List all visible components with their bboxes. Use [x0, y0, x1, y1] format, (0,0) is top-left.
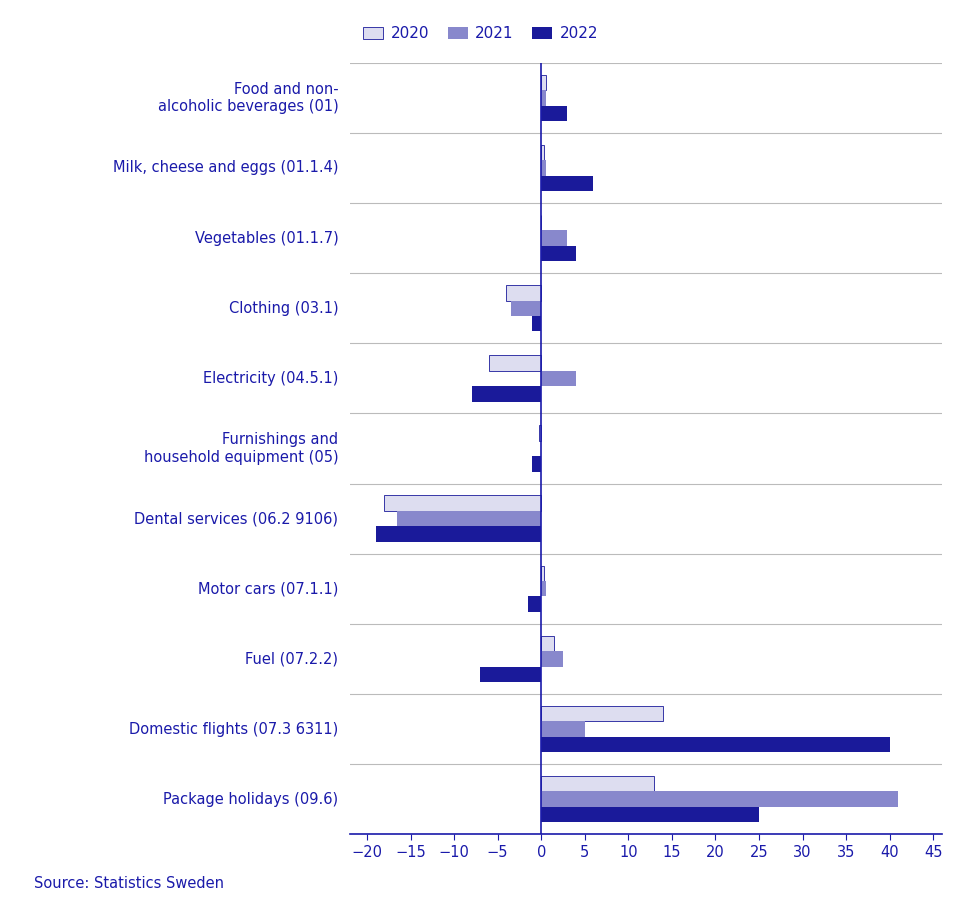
Bar: [541, 176, 593, 191]
Bar: [489, 355, 541, 370]
Bar: [528, 597, 541, 612]
Bar: [541, 90, 546, 106]
Bar: [541, 370, 576, 386]
Bar: [532, 316, 541, 331]
Bar: [541, 791, 898, 807]
Bar: [541, 636, 554, 651]
Bar: [541, 736, 889, 753]
Bar: [376, 527, 541, 542]
Bar: [541, 74, 546, 90]
Bar: [506, 285, 541, 300]
Bar: [397, 511, 541, 527]
Legend: 2020, 2021, 2022: 2020, 2021, 2022: [357, 21, 604, 48]
Bar: [541, 161, 546, 176]
Bar: [541, 807, 759, 823]
Bar: [541, 706, 663, 721]
Bar: [541, 566, 544, 581]
Bar: [385, 495, 541, 511]
Bar: [541, 776, 654, 791]
Bar: [472, 386, 541, 402]
Bar: [541, 651, 563, 666]
Bar: [541, 721, 585, 736]
Bar: [541, 106, 567, 121]
Bar: [481, 666, 541, 682]
Bar: [532, 457, 541, 472]
Bar: [541, 581, 546, 597]
Bar: [511, 300, 541, 316]
Bar: [541, 144, 544, 161]
Bar: [541, 246, 576, 261]
Bar: [541, 231, 567, 246]
Bar: [539, 425, 541, 440]
Text: Source: Statistics Sweden: Source: Statistics Sweden: [34, 876, 224, 891]
